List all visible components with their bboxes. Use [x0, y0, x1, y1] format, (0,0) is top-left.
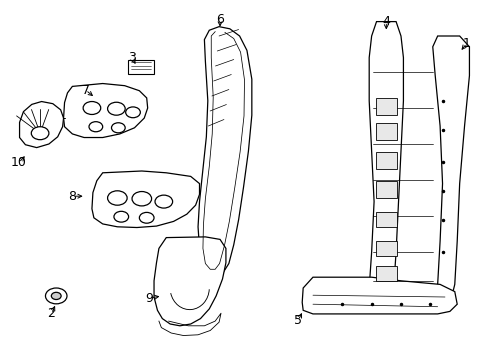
Bar: [375, 98, 396, 115]
Bar: [375, 266, 396, 281]
Polygon shape: [20, 102, 63, 148]
Bar: [375, 152, 396, 169]
Circle shape: [31, 127, 49, 140]
Polygon shape: [198, 27, 251, 276]
Circle shape: [45, 288, 67, 304]
Circle shape: [114, 211, 128, 222]
Text: 4: 4: [382, 15, 389, 28]
Circle shape: [111, 123, 125, 133]
Polygon shape: [63, 84, 147, 138]
Bar: [375, 123, 396, 140]
Bar: [375, 181, 396, 198]
Text: 3: 3: [128, 51, 136, 64]
Bar: [375, 212, 396, 227]
Text: 5: 5: [294, 314, 302, 327]
Text: 1: 1: [462, 37, 470, 50]
Text: 6: 6: [216, 13, 224, 26]
Polygon shape: [368, 22, 403, 311]
Bar: [128, 60, 153, 74]
Polygon shape: [302, 277, 456, 314]
Circle shape: [89, 122, 102, 132]
Text: 10: 10: [11, 156, 26, 169]
Polygon shape: [154, 237, 225, 326]
Circle shape: [83, 102, 101, 114]
Text: 9: 9: [145, 292, 153, 305]
Circle shape: [51, 292, 61, 300]
Circle shape: [107, 102, 125, 115]
Polygon shape: [92, 171, 199, 228]
Circle shape: [132, 192, 151, 206]
Circle shape: [125, 107, 140, 118]
Circle shape: [155, 195, 172, 208]
Text: 7: 7: [81, 84, 89, 96]
Text: 2: 2: [47, 307, 55, 320]
Bar: [375, 241, 396, 256]
Text: 8: 8: [68, 190, 76, 203]
Circle shape: [139, 212, 154, 223]
Polygon shape: [429, 36, 468, 313]
Circle shape: [107, 191, 127, 205]
